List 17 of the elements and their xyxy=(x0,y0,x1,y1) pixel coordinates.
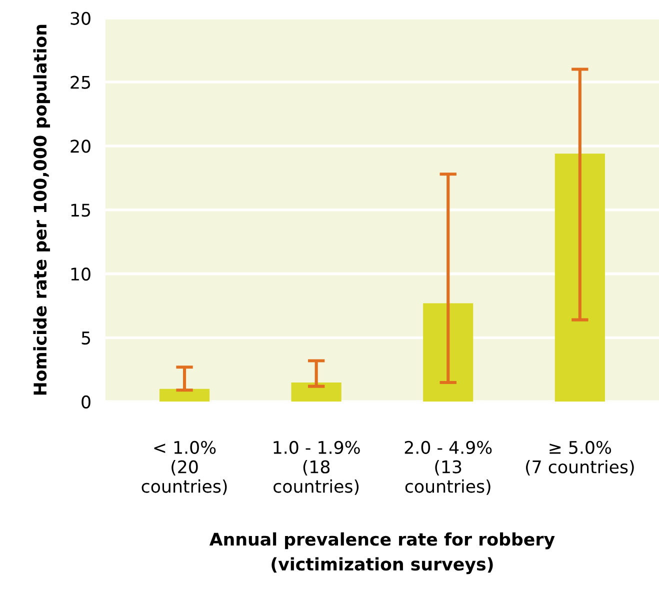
y-tick-label: 10 xyxy=(71,268,90,281)
x-tick-label: < 1.0% (20 countries) xyxy=(142,440,227,495)
y-axis-title: Homicide rate per 100,000 population xyxy=(33,24,50,395)
x-tick-label: 2.0 - 4.9% (13 countries) xyxy=(404,440,492,495)
y-tick-label: 25 xyxy=(70,76,90,89)
bar xyxy=(291,382,342,402)
y-tick-label: 30 xyxy=(70,12,90,25)
bar xyxy=(159,388,210,402)
y-tick-label: 5 xyxy=(82,332,90,345)
y-tick-label: 15 xyxy=(71,204,90,217)
y-tick-label: 20 xyxy=(70,140,90,153)
bar xyxy=(554,154,605,402)
x-tick-label: ≥ 5.0% (7 countries) xyxy=(526,440,634,476)
y-tick-label: 0 xyxy=(82,395,90,409)
x-axis-title: Annual prevalence rate for robbery (victimization surveys) xyxy=(209,532,555,574)
x-tick-label: 1.0 - 1.9% (18 countries) xyxy=(274,440,360,495)
bar xyxy=(423,303,474,402)
